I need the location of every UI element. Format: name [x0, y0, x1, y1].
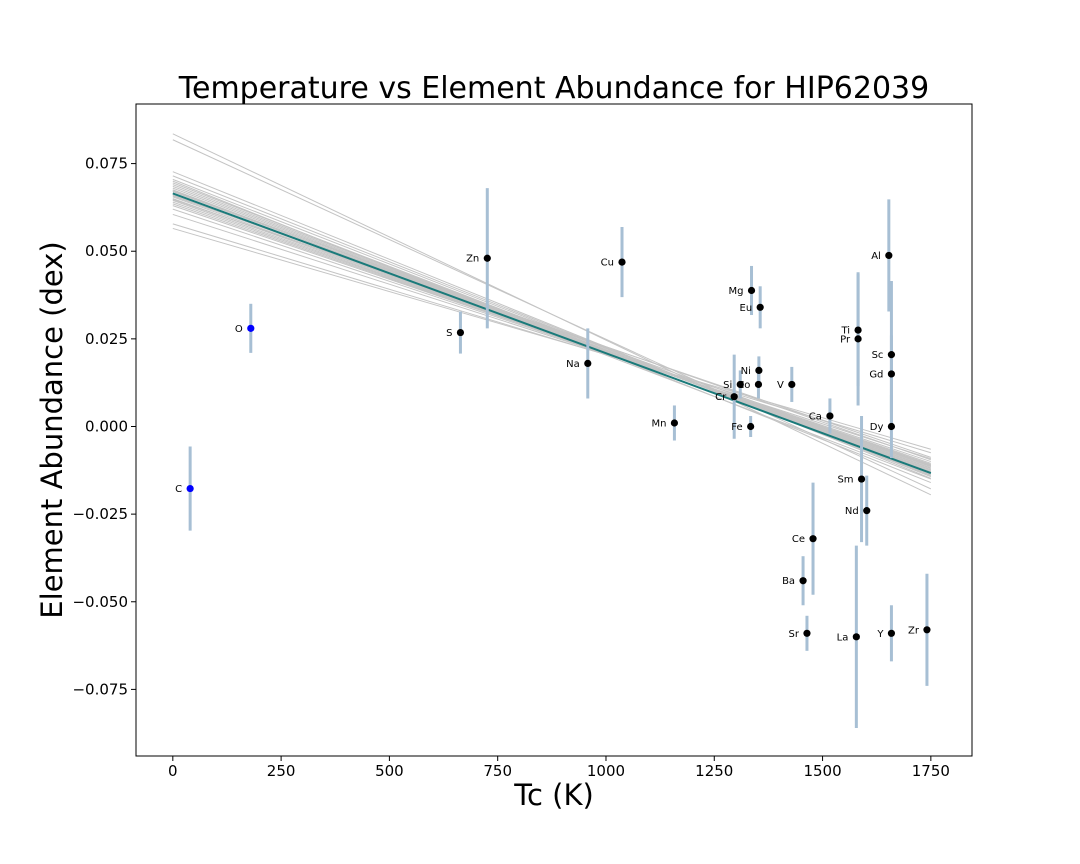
data-point-zr: [923, 626, 931, 634]
point-label-sr: Sr: [788, 629, 799, 640]
y-tick-label: 0.050: [85, 242, 128, 260]
data-point-na: [584, 359, 592, 367]
data-point-s: [456, 328, 465, 337]
y-tick-label: 0.025: [85, 330, 128, 348]
x-tick-label: 1500: [803, 762, 841, 780]
best-fit-line: [172, 192, 932, 475]
x-axis-label: Tc (K): [513, 778, 594, 812]
data-point-dy: [887, 422, 896, 431]
point-label-al: Al: [871, 251, 881, 262]
data-point-pr: [854, 335, 862, 343]
data-point-si: [736, 380, 744, 389]
x-tick-label: 1000: [587, 762, 625, 780]
data-point-ca: [826, 412, 834, 420]
data-point-cr: [730, 393, 738, 401]
y-tick-label: 0.000: [85, 417, 128, 435]
data-point-ti: [854, 326, 862, 334]
point-label-v: V: [777, 380, 784, 391]
sample-fit-line: [172, 208, 932, 463]
point-label-cr: Cr: [715, 392, 727, 403]
point-label-la: La: [837, 632, 849, 643]
data-point-mg: [747, 286, 756, 295]
point-label-fe: Fe: [731, 422, 742, 433]
data-point-la: [852, 633, 860, 641]
point-label-ni: Ni: [741, 366, 751, 377]
data-point-sr: [803, 629, 811, 637]
point-label-ti: Ti: [840, 326, 850, 337]
sample-fit-lines: [172, 133, 932, 496]
y-tick-label: −0.050: [72, 593, 128, 611]
x-tick-label: 750: [483, 762, 512, 780]
data-point-co: [754, 380, 763, 389]
point-label-zn: Zn: [466, 254, 479, 265]
point-label-sc: Sc: [872, 350, 884, 361]
data-point-o: [247, 324, 255, 332]
sample-fit-line: [172, 189, 932, 480]
y-tick-label: −0.075: [72, 680, 128, 698]
data-point-mn: [670, 419, 679, 427]
point-label-na: Na: [566, 359, 580, 370]
data-point-sm: [857, 475, 866, 483]
point-label-zr: Zr: [908, 625, 920, 636]
axes-frame: [135, 103, 973, 757]
point-label-c: C: [175, 484, 182, 495]
y-axis-ticks: −0.075 −0.050 −0.025 0.000 0.025 0.050 0.075: [72, 155, 136, 698]
data-point-sc: [887, 351, 896, 359]
sample-fit-line: [172, 227, 931, 450]
point-label-ba: Ba: [782, 576, 795, 587]
y-tick-label: 0.075: [85, 155, 128, 173]
data-point-gd: [887, 370, 896, 378]
point-label-mn: Mn: [651, 418, 666, 429]
point-label-sm: Sm: [837, 475, 853, 486]
sample-fit-line: [172, 213, 932, 460]
x-tick-label: 1250: [695, 762, 733, 780]
point-label-si: Si: [723, 380, 732, 391]
sample-fit-line: [172, 139, 932, 490]
data-point-nd: [863, 507, 871, 515]
x-tick-label: 500: [375, 762, 404, 780]
point-label-gd: Gd: [869, 369, 883, 380]
point-label-cu: Cu: [601, 258, 614, 269]
point-label-mg: Mg: [729, 286, 744, 297]
error-bars: [188, 188, 929, 728]
x-tick-label: 250: [267, 762, 296, 780]
point-label-dy: Dy: [870, 422, 884, 433]
data-point-zn: [483, 254, 491, 262]
sample-fit-line: [172, 171, 932, 479]
point-label-s: S: [446, 328, 452, 339]
sample-fit-line: [172, 190, 932, 467]
data-point-c: [186, 484, 194, 493]
sample-fit-line: [172, 180, 932, 484]
x-axis-ticks: 0 250 500 750 1000 1250 1500 1750: [168, 756, 950, 780]
point-label-pr: Pr: [840, 334, 851, 345]
point-label-eu: Eu: [740, 303, 753, 314]
point-label-o: O: [235, 324, 243, 335]
data-point-ce: [809, 535, 817, 543]
y-axis-label: Element Abundance (dex): [35, 241, 69, 618]
point-label-ca: Ca: [809, 411, 822, 422]
data-points: [186, 251, 931, 641]
y-tick-label: −0.025: [72, 505, 128, 523]
data-point-cu: [618, 258, 626, 266]
data-point-ba: [799, 577, 807, 585]
point-label-nd: Nd: [845, 506, 859, 517]
point-label-y: Y: [876, 629, 884, 640]
data-point-y: [887, 629, 896, 637]
data-point-eu: [756, 303, 764, 311]
x-tick-label: 0: [168, 762, 178, 780]
data-point-ni: [755, 366, 763, 375]
data-point-v: [788, 380, 796, 389]
x-tick-label: 1750: [912, 762, 950, 780]
data-point-fe: [747, 422, 755, 431]
point-label-ce: Ce: [792, 534, 805, 545]
chart-title: Temperature vs Element Abundance for HIP…: [178, 71, 929, 106]
point-label-co: Co: [737, 380, 750, 391]
data-point-al: [885, 251, 893, 260]
